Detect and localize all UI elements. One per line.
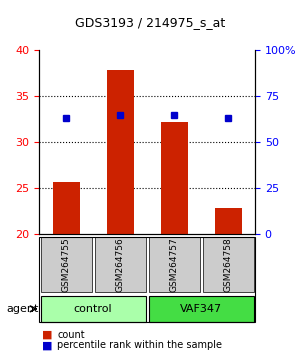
Bar [160,122,188,234]
Bar [106,70,134,234]
Text: percentile rank within the sample: percentile rank within the sample [57,340,222,350]
Text: VAF347: VAF347 [180,304,222,314]
Text: count: count [57,330,85,339]
Text: GSM264756: GSM264756 [116,237,124,292]
Text: agent: agent [6,304,38,314]
Text: ■: ■ [42,330,52,339]
Bar [214,208,242,234]
Text: GSM264755: GSM264755 [61,237,70,292]
Text: control: control [74,304,112,314]
Text: GDS3193 / 214975_s_at: GDS3193 / 214975_s_at [75,17,225,29]
Bar [52,182,80,234]
Text: ■: ■ [42,340,52,350]
Text: GSM264758: GSM264758 [224,237,232,292]
Text: GSM264757: GSM264757 [169,237,178,292]
